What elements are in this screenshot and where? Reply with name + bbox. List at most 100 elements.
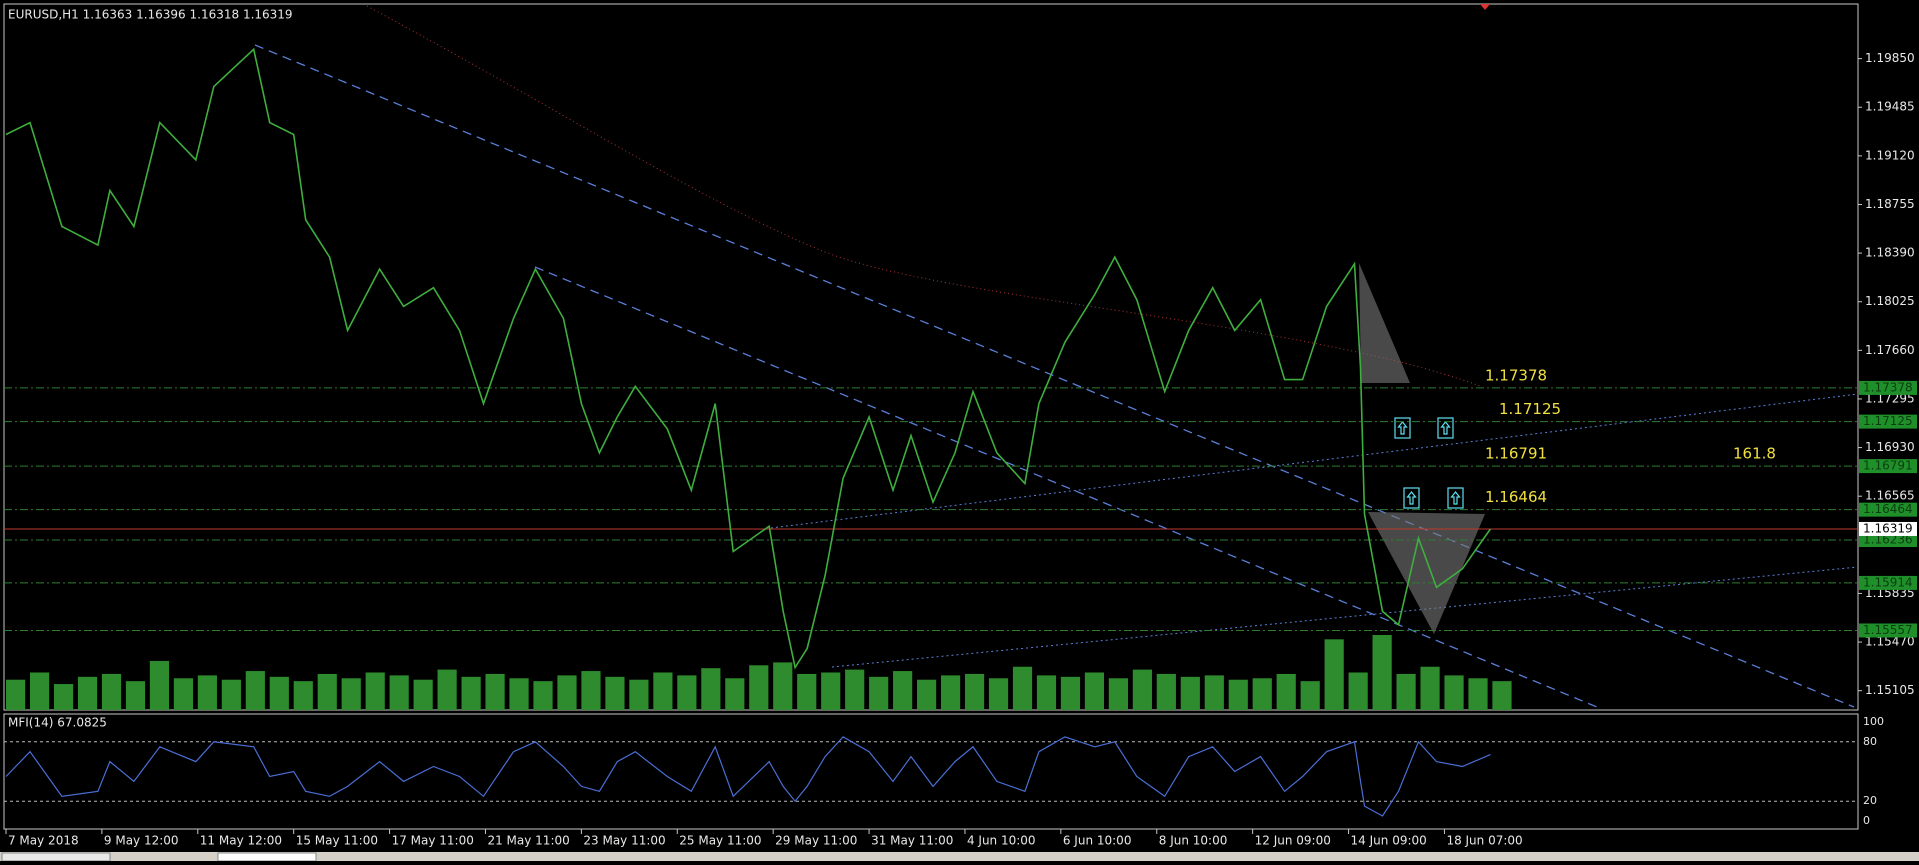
x-tick-label: 29 May 11:00: [775, 834, 857, 848]
mfi-title: MFI(14) 67.0825: [8, 716, 107, 730]
volume-bar: [653, 672, 673, 710]
volume-bar: [1444, 675, 1464, 710]
y-tick-label: 1.19485: [1865, 100, 1915, 114]
level-box: [1859, 623, 1917, 638]
volume-bar: [269, 676, 289, 710]
volume-bar: [1324, 639, 1344, 710]
y-tick-label: 1.15105: [1865, 683, 1915, 697]
tab[interactable]: [1, 852, 111, 862]
x-tick-label: 18 Jun 07:00: [1446, 834, 1522, 848]
level-box: [1859, 575, 1917, 590]
volume-bar: [821, 672, 841, 710]
level-axis-label: 1.15914: [1863, 575, 1913, 589]
volume-bar: [5, 679, 26, 710]
volume-bar: [173, 678, 193, 710]
tab-bar: [0, 852, 1919, 861]
level-box: [1859, 533, 1917, 548]
level-box: [1859, 414, 1917, 429]
volume-bar: [221, 679, 241, 710]
volume-bar: [77, 676, 98, 710]
volume-bar: [1012, 666, 1033, 710]
tab[interactable]: [217, 852, 317, 862]
x-tick-label: 14 Jun 09:00: [1351, 834, 1427, 848]
x-tick-label: 4 Jun 10:00: [967, 834, 1036, 848]
volume-bar: [677, 675, 697, 710]
volume-bar: [893, 671, 913, 710]
volume-bar: [389, 675, 409, 710]
volume-bar: [773, 662, 793, 710]
volume-bar: [1396, 673, 1416, 710]
volume-bar: [437, 669, 457, 710]
volume-bar: [605, 676, 625, 710]
volume-bar: [557, 675, 577, 710]
volume-bar: [317, 673, 337, 710]
volume-bar: [365, 672, 385, 710]
level-axis-label: 1.15557: [1863, 623, 1913, 637]
volume-bar: [701, 668, 721, 710]
level-box: [1859, 380, 1917, 395]
volume-bar: [1252, 678, 1272, 710]
current-price-label: 1.16319: [1863, 521, 1913, 535]
x-tick-label: 8 Jun 10:00: [1159, 834, 1228, 848]
volume-bar: [1420, 666, 1440, 710]
level-box: [1859, 459, 1917, 474]
volume-bar: [1468, 678, 1488, 710]
level-box: [1859, 502, 1917, 517]
pattern-triangle: [1368, 512, 1485, 634]
x-tick-label: 17 May 11:00: [392, 834, 474, 848]
volume-bar: [101, 673, 122, 710]
level-tag: 1.16464: [1485, 488, 1547, 506]
y-tick-label: 1.16930: [1865, 440, 1915, 454]
volume-bar: [1084, 672, 1105, 710]
volume-bar: [940, 675, 961, 710]
volume-bar: [869, 676, 889, 710]
mfi-line: [5, 736, 1491, 817]
volume-bar: [293, 681, 313, 710]
volume-bar: [1156, 673, 1176, 710]
x-tick-label: 23 May 11:00: [583, 834, 665, 848]
volume-bar: [485, 673, 505, 710]
volume-bar: [461, 676, 481, 710]
level-axis-label: 1.16791: [1863, 459, 1913, 473]
volume-bar: [245, 671, 265, 710]
y-tick-label: 1.19850: [1865, 51, 1915, 65]
volume-bar: [149, 660, 170, 710]
arrow-icons: [1394, 417, 1464, 509]
volume-bar: [797, 673, 817, 710]
x-tick-label: 21 May 11:00: [487, 834, 569, 848]
volume-bar: [1204, 675, 1224, 710]
y-tick-label: 1.16565: [1865, 489, 1915, 503]
volume-bar: [845, 669, 865, 710]
volume-bar: [53, 684, 74, 710]
x-tick-label: 31 May 11:00: [871, 834, 953, 848]
volume-bar: [197, 675, 217, 710]
x-tick-label: 25 May 11:00: [679, 834, 761, 848]
level-tag: 1.17378: [1485, 366, 1547, 384]
level-axis-label: 1.16464: [1863, 502, 1913, 516]
y-tick-label: 1.19120: [1865, 148, 1915, 162]
y-tick-label: 1.18390: [1865, 246, 1915, 260]
x-tick-label: 7 May 2018: [8, 834, 79, 848]
volume-bar: [964, 673, 985, 710]
volume-bar: [1372, 635, 1392, 710]
volume-bar: [1036, 675, 1057, 710]
fib-label: 161.8: [1733, 445, 1776, 463]
level-axis-label: 1.17378: [1863, 380, 1913, 394]
trend-line: [254, 44, 1855, 708]
y-tick-label: 1.17295: [1865, 391, 1915, 405]
level-tag: 1.16791: [1485, 445, 1547, 463]
level-tag: 1.17125: [1499, 400, 1561, 418]
volume-bar: [725, 678, 745, 710]
chart-header: EURUSD,H1 1.16363 1.16396 1.16318 1.1631…: [8, 8, 293, 22]
volume-bar: [413, 679, 433, 710]
volume-bar: [1492, 681, 1512, 710]
volume-bar: [1180, 676, 1200, 710]
volume-bar: [1108, 678, 1128, 710]
trend-line: [831, 566, 1859, 668]
y-tick-label: 1.15470: [1865, 635, 1915, 649]
volume-bar: [1348, 672, 1368, 710]
volume-bar: [749, 665, 769, 710]
volume-bar: [125, 681, 146, 710]
